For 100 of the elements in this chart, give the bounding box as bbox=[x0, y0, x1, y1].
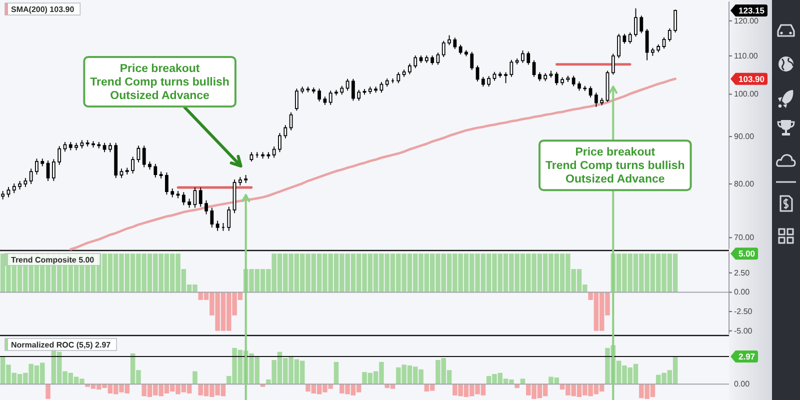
candlestick bbox=[458, 44, 462, 55]
candlestick bbox=[380, 81, 384, 94]
candlestick bbox=[414, 55, 418, 69]
candlestick bbox=[560, 76, 564, 86]
candlestick bbox=[470, 51, 474, 70]
annotation: Price breakout Trend Comp turns bullish Outsized Advance bbox=[90, 62, 230, 102]
candlestick bbox=[63, 142, 67, 152]
legend-label: SMA(200) 103.90 bbox=[11, 4, 75, 14]
candlestick bbox=[464, 50, 468, 57]
candlestick bbox=[148, 161, 152, 170]
candlestick bbox=[374, 86, 378, 94]
candlestick bbox=[526, 51, 530, 66]
candlestick bbox=[408, 63, 412, 75]
candlestick bbox=[222, 222, 225, 232]
candlestick bbox=[216, 220, 220, 232]
candlestick bbox=[193, 187, 197, 208]
candlestick bbox=[611, 53, 615, 76]
y-tick-label: 2.50 bbox=[734, 268, 750, 278]
legend-label: Normalized ROC (5,5) 2.97 bbox=[11, 340, 112, 350]
candlestick bbox=[176, 190, 180, 199]
candlestick bbox=[170, 188, 174, 198]
candlestick bbox=[481, 76, 485, 88]
text: 103.90 bbox=[738, 74, 765, 84]
candlestick bbox=[402, 69, 406, 78]
candlestick bbox=[227, 206, 231, 232]
candlestick bbox=[674, 9, 678, 33]
candlestick bbox=[159, 171, 163, 179]
candlestick bbox=[261, 152, 264, 160]
candlestick bbox=[554, 71, 558, 86]
candlestick bbox=[142, 145, 146, 168]
candlestick bbox=[323, 96, 327, 106]
candlestick bbox=[424, 55, 428, 64]
annotation: Price breakout Trend Comp turns bullish Outsized Advance bbox=[546, 146, 685, 186]
legend-label: Trend Composite 5.00 bbox=[11, 255, 95, 264]
y-tick-label: 0.00 bbox=[734, 288, 750, 297]
candlestick bbox=[165, 172, 168, 196]
y-tick-label: 100.00 bbox=[734, 90, 760, 99]
candlestick bbox=[572, 75, 576, 87]
candlestick bbox=[340, 85, 344, 96]
candlestick bbox=[346, 78, 350, 92]
candlestick bbox=[385, 78, 389, 88]
candlestick bbox=[544, 72, 548, 82]
candlestick bbox=[492, 71, 496, 82]
candlestick bbox=[108, 142, 112, 153]
candlestick bbox=[136, 145, 140, 163]
candlestick bbox=[588, 86, 592, 98]
candlestick bbox=[80, 140, 84, 149]
candlestick bbox=[549, 70, 553, 78]
candlestick bbox=[232, 179, 236, 214]
text: 2.97 bbox=[738, 351, 756, 362]
candlestick bbox=[645, 28, 649, 61]
candlestick bbox=[453, 37, 457, 50]
candlestick bbox=[448, 34, 451, 46]
candlestick bbox=[521, 50, 524, 64]
candlestick bbox=[92, 140, 95, 148]
candlestick bbox=[86, 140, 90, 147]
candlestick bbox=[668, 28, 672, 42]
candlestick bbox=[24, 178, 28, 188]
candlestick bbox=[120, 168, 124, 178]
candlestick bbox=[58, 146, 62, 166]
bar bbox=[46, 384, 50, 399]
candlestick bbox=[284, 124, 288, 139]
candlestick bbox=[312, 86, 316, 94]
candlestick bbox=[487, 76, 491, 88]
candlestick bbox=[255, 152, 259, 158]
candlestick bbox=[578, 81, 581, 92]
candlestick bbox=[198, 187, 202, 208]
candlestick bbox=[328, 90, 332, 106]
candlestick bbox=[250, 152, 254, 162]
candlestick bbox=[430, 55, 434, 66]
candlestick bbox=[300, 86, 304, 94]
text: 5.00 bbox=[738, 248, 756, 259]
candlestick bbox=[294, 88, 298, 112]
candlestick bbox=[97, 142, 101, 149]
candlestick bbox=[188, 198, 192, 208]
candlestick bbox=[131, 156, 134, 174]
candlestick bbox=[352, 78, 355, 102]
candlestick bbox=[662, 36, 666, 50]
candlestick bbox=[419, 55, 423, 64]
candlestick bbox=[210, 207, 214, 228]
candlestick bbox=[204, 200, 208, 215]
candlestick bbox=[651, 47, 654, 56]
candlestick bbox=[29, 168, 33, 184]
candlestick bbox=[6, 186, 10, 198]
candlestick bbox=[634, 8, 638, 38]
candlestick bbox=[12, 183, 16, 194]
candlestick bbox=[238, 176, 242, 186]
candlestick bbox=[504, 72, 508, 84]
candlestick bbox=[125, 167, 129, 175]
candlestick bbox=[628, 32, 632, 44]
candlestick bbox=[617, 33, 620, 59]
candlestick bbox=[640, 15, 644, 34]
candlestick bbox=[40, 158, 44, 167]
candlestick bbox=[622, 33, 626, 44]
candlestick bbox=[515, 58, 519, 65]
candlestick bbox=[102, 142, 106, 153]
candlestick bbox=[74, 142, 78, 151]
candlestick bbox=[266, 152, 270, 160]
candlestick bbox=[154, 163, 158, 178]
candlestick bbox=[606, 70, 610, 102]
